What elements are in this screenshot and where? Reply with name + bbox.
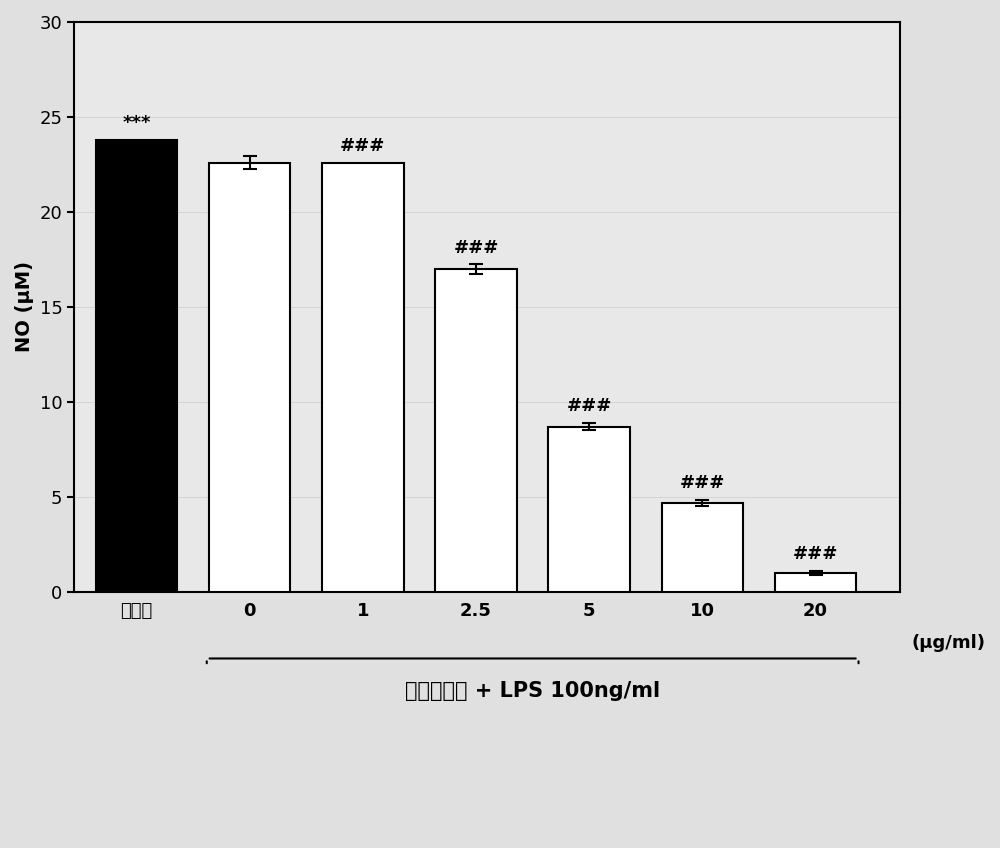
Bar: [775, 573, 856, 592]
Bar: [209, 163, 290, 592]
Text: ###: ###: [680, 474, 725, 492]
Bar: [662, 503, 743, 592]
Text: ###: ###: [453, 238, 499, 257]
Text: ###: ###: [793, 545, 838, 563]
Text: ###: ###: [340, 137, 386, 155]
Y-axis label: NO (μM): NO (μM): [15, 261, 34, 353]
Bar: [96, 140, 177, 592]
Text: 大花马齿苋 + LPS 100ng/ml: 大花马齿苋 + LPS 100ng/ml: [405, 681, 660, 701]
Text: (μg/ml): (μg/ml): [912, 633, 986, 652]
Bar: [322, 163, 404, 592]
Text: ***: ***: [122, 114, 151, 132]
Bar: [548, 427, 630, 592]
Bar: [435, 269, 517, 592]
Text: ###: ###: [567, 398, 612, 416]
